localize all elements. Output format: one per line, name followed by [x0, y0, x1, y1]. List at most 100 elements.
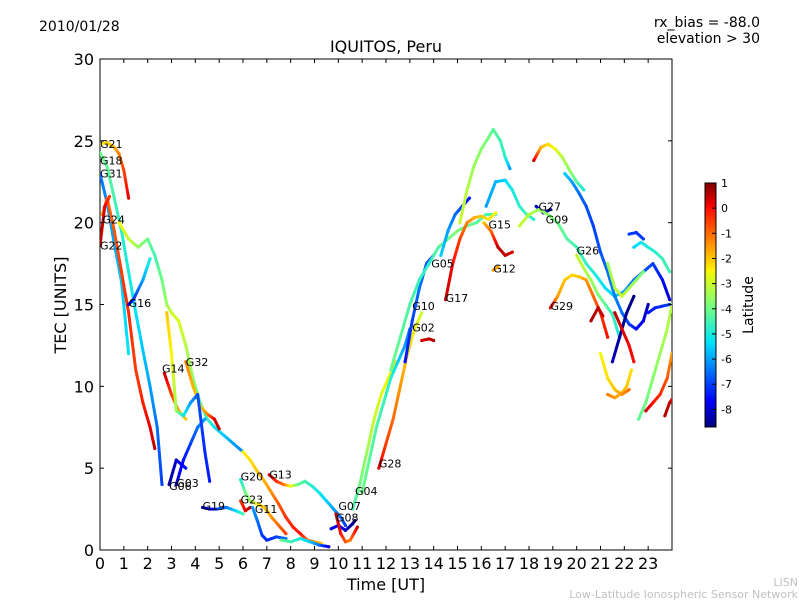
data-point: [627, 388, 631, 392]
x-tick-label: 17: [495, 554, 515, 573]
data-point: [632, 294, 636, 298]
x-tick-label: 5: [214, 554, 224, 573]
data-point: [670, 397, 672, 402]
data-point: [284, 532, 288, 536]
data-layer: [100, 127, 672, 549]
data-point: [629, 368, 634, 372]
satellite-label: G07: [338, 500, 361, 513]
y-tick-label: 10: [74, 377, 94, 396]
series-g17: [443, 211, 498, 302]
data-point: [355, 525, 359, 529]
x-tick-label: 14: [423, 554, 443, 573]
x-tick-label: 11: [352, 554, 372, 573]
colorbar-tick-label: -5: [721, 328, 732, 341]
series-g21: [100, 140, 131, 200]
satellite-label: G09: [546, 213, 569, 226]
x-tick-label: 19: [543, 554, 563, 573]
data-point: [494, 211, 498, 215]
satellite-label: G15: [488, 218, 511, 231]
data-point: [160, 482, 164, 487]
x-tick-label: 13: [400, 554, 420, 573]
colorbar-tick-label: 1: [721, 177, 728, 190]
data-point: [641, 270, 646, 274]
series-set12: [606, 261, 646, 298]
data-point: [668, 270, 672, 274]
x-tick-label: 8: [286, 554, 296, 573]
series-g23: [239, 499, 252, 513]
x-tick-label: 1: [119, 554, 129, 573]
data-point: [248, 505, 252, 510]
y-tick-label: 5: [84, 459, 94, 478]
satellite-label: G28: [379, 457, 402, 470]
satellite-label: G06: [169, 480, 192, 493]
series-g06: [167, 458, 188, 487]
series-g11: [250, 505, 288, 542]
data-point: [148, 257, 152, 261]
data-point: [606, 335, 610, 339]
x-tick-label: 21: [590, 554, 610, 573]
colorbar-tick-label: -2: [721, 252, 732, 265]
data-point: [432, 338, 436, 343]
y-tick-label: 0: [84, 541, 94, 560]
x-tick-label: 18: [519, 554, 539, 573]
colorbar-tick-label: -3: [721, 278, 732, 291]
series-set2: [165, 311, 212, 483]
y-axis-label: TEC [UNITS]: [51, 257, 70, 355]
y-tick-label: 20: [74, 214, 94, 233]
series-set19: [637, 302, 672, 421]
satellite-label: G20: [241, 470, 264, 483]
series-g20: [239, 478, 288, 536]
series-set7: [458, 127, 512, 225]
x-tick-label: 4: [190, 554, 200, 573]
satellite-label: G13: [269, 469, 292, 482]
satellite-label: G26: [577, 244, 600, 257]
colorbar-tick-label: -6: [721, 353, 732, 366]
data-point: [532, 217, 536, 221]
y-axis: 0 5 10 15 20 25 30: [74, 50, 672, 560]
data-point: [632, 360, 636, 364]
series-g02: [360, 327, 412, 495]
series-set14: [627, 230, 646, 241]
series-set22: [663, 397, 672, 418]
x-tick-label: 15: [447, 554, 467, 573]
series-set21: [644, 352, 672, 413]
data-point: [510, 250, 514, 254]
x-tick-label: 2: [143, 554, 153, 573]
chart-title: IQUITOS, Peru: [330, 37, 442, 56]
data-point: [641, 237, 646, 241]
y-tick-label: 25: [74, 132, 94, 151]
satellite-label: G31: [100, 168, 123, 181]
series-g08: [334, 512, 359, 544]
satellite-label: G18: [100, 154, 123, 167]
series-set17: [606, 368, 634, 400]
satellite-label: G02: [412, 321, 435, 334]
data-point: [327, 545, 331, 549]
data-point: [127, 196, 131, 200]
series-set4: [279, 536, 331, 549]
series-g04: [351, 360, 398, 511]
series-set5: [420, 337, 436, 343]
x-tick-label: 23: [638, 554, 658, 573]
x-axis-label: Time [UT]: [346, 575, 425, 594]
colorbar-tick-label: 0: [721, 202, 728, 215]
colorbar-tick-label: -8: [721, 403, 732, 416]
satellite-label: G23: [241, 493, 264, 506]
satellite-label: G17: [446, 292, 469, 305]
rx-bias-label: rx_bias = -88.0: [654, 15, 760, 31]
x-tick-label: 9: [309, 554, 319, 573]
data-point: [184, 466, 188, 470]
data-point: [467, 196, 472, 200]
data-point: [203, 417, 207, 421]
series-set18: [598, 352, 631, 397]
data-point: [668, 297, 672, 302]
footer-logo-text: LISN: [773, 576, 798, 589]
satellite-label: G21: [100, 138, 123, 151]
x-tick-label: 6: [238, 554, 248, 573]
data-point: [217, 427, 221, 431]
series-set15: [610, 294, 636, 364]
elevation-label: elevation > 30: [657, 31, 760, 47]
series-set16: [613, 311, 636, 364]
x-tick-label: 20: [566, 554, 586, 573]
